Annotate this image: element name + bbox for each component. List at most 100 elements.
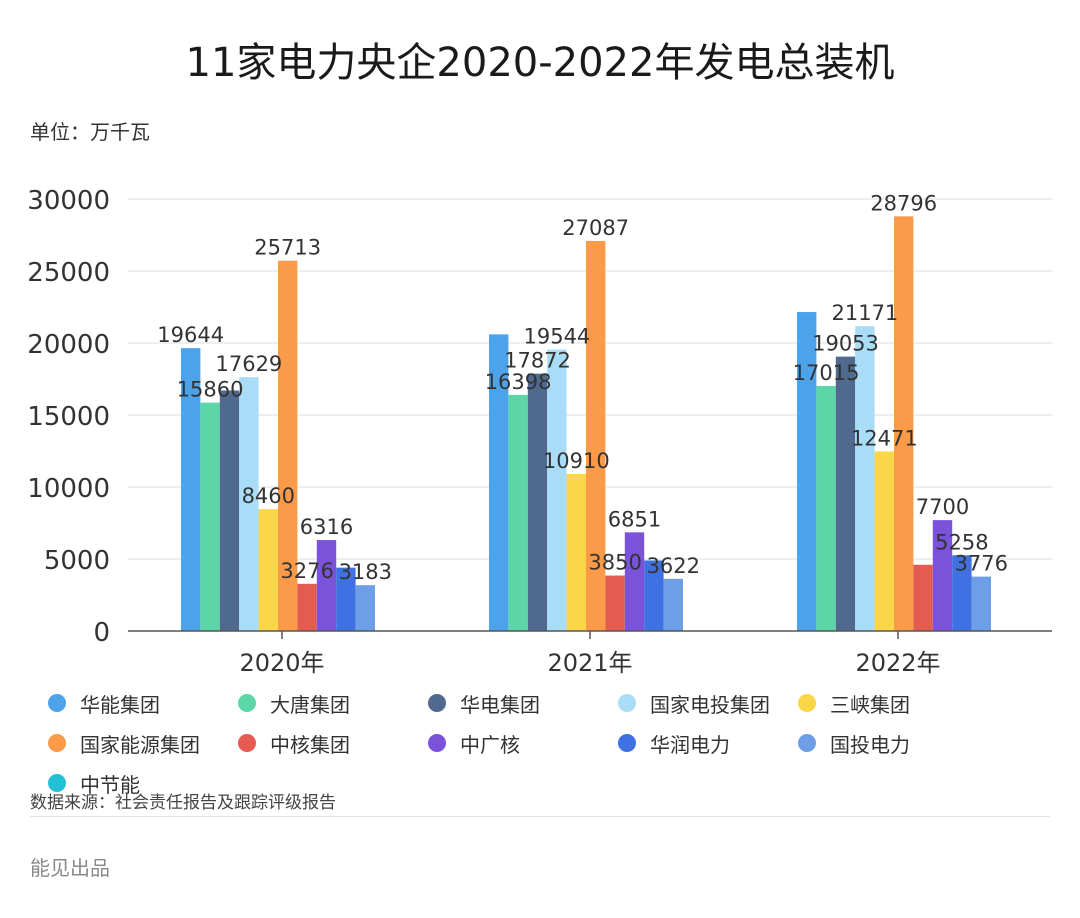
legend-label: 中核集团 xyxy=(270,732,350,757)
bar xyxy=(316,540,337,631)
bar xyxy=(835,356,856,631)
data-label: 15860 xyxy=(177,378,244,402)
y-tick-label: 15000 xyxy=(27,402,110,432)
bar xyxy=(239,377,259,631)
bar xyxy=(624,532,645,631)
bar xyxy=(258,509,278,631)
brand-credit: 能见出品 xyxy=(30,856,110,880)
data-label: 17872 xyxy=(504,349,571,373)
bar xyxy=(855,326,875,631)
bar xyxy=(586,240,606,631)
legend-label: 国投电力 xyxy=(830,732,910,757)
data-label: 3776 xyxy=(955,552,1008,576)
legend-item-chn-energy[interactable]: 国家能源集团 xyxy=(48,730,238,757)
unit-label: 单位：万千瓦 xyxy=(30,120,150,144)
legend-swatch xyxy=(428,734,446,752)
legend-label: 三峡集团 xyxy=(830,692,910,717)
bar xyxy=(181,348,201,631)
bar xyxy=(336,567,356,631)
data-label: 19644 xyxy=(157,323,224,347)
data-label: 6316 xyxy=(300,515,353,539)
bar xyxy=(278,260,298,631)
bar xyxy=(508,394,528,631)
bar xyxy=(605,575,625,631)
data-label: 3276 xyxy=(280,559,333,583)
bar xyxy=(894,216,914,632)
legend-swatch xyxy=(238,734,256,752)
bar xyxy=(663,578,683,631)
legend-swatch xyxy=(48,734,66,752)
legend-swatch xyxy=(798,694,816,712)
bar xyxy=(355,585,375,631)
data-label: 25713 xyxy=(254,236,321,260)
data-label: 28796 xyxy=(870,191,937,215)
bar xyxy=(952,555,972,631)
legend-swatch xyxy=(48,774,66,792)
bar xyxy=(797,312,817,631)
bar xyxy=(489,334,509,631)
legend-item-cecep[interactable]: 中节能 xyxy=(48,770,238,797)
data-label: 12471 xyxy=(851,426,918,450)
legend-item-huadian[interactable]: 华电集团 xyxy=(428,690,618,717)
data-label: 19053 xyxy=(812,332,879,356)
legend-label: 华电集团 xyxy=(460,692,540,717)
chart-title: 11家电力央企2020-2022年发电总装机 xyxy=(185,40,895,86)
y-tick-label: 5000 xyxy=(44,546,110,576)
legend-item-huaneng[interactable]: 华能集团 xyxy=(48,690,238,717)
x-tick-label: 2022年 xyxy=(855,649,940,677)
data-label: 8460 xyxy=(242,484,295,508)
legend-swatch xyxy=(798,734,816,752)
data-label: 17015 xyxy=(793,361,860,385)
legend-swatch xyxy=(238,694,256,712)
legend-swatch xyxy=(428,694,446,712)
y-tick-label: 30000 xyxy=(27,186,110,216)
bar xyxy=(874,451,894,631)
data-source: 数据来源：社会责任报告及跟踪评级报告 xyxy=(30,793,336,813)
bar xyxy=(527,373,548,631)
data-label: 3622 xyxy=(647,554,700,578)
legend-item-datang[interactable]: 大唐集团 xyxy=(238,690,428,717)
legend-item-three-gorges[interactable]: 三峡集团 xyxy=(798,690,988,717)
bar-chart: 0 5000 10000 15000 20000 25000 30000 2020年 2021年… xyxy=(27,186,1052,677)
data-label: 7700 xyxy=(916,495,969,519)
legend-label: 华润电力 xyxy=(650,732,730,757)
bar xyxy=(566,473,586,631)
x-tick-label: 2020年 xyxy=(239,649,324,677)
bar xyxy=(547,349,567,631)
data-label: 6851 xyxy=(608,507,661,531)
data-label: 17629 xyxy=(215,352,282,376)
legend-label: 华能集团 xyxy=(80,692,160,717)
legend-swatch xyxy=(618,694,636,712)
bar xyxy=(816,385,836,631)
y-tick-label: 20000 xyxy=(27,330,110,360)
legend-item-cnnc[interactable]: 中核集团 xyxy=(238,730,428,757)
data-label: 3850 xyxy=(588,551,641,575)
bar xyxy=(200,402,220,631)
bar xyxy=(913,564,933,631)
legend-item-spic[interactable]: 国家电投集团 xyxy=(618,690,798,717)
data-label: 16398 xyxy=(485,370,552,394)
legend: 华能集团 大唐集团 华电集团 国家电投集团 三峡集团 国家能源集团 中核集团 中… xyxy=(48,690,1058,797)
data-label: 21171 xyxy=(831,301,898,325)
y-tick-label: 25000 xyxy=(27,258,110,288)
data-label: 5258 xyxy=(935,530,988,554)
divider xyxy=(30,816,1050,817)
bar xyxy=(971,576,991,631)
bar xyxy=(297,583,317,631)
legend-swatch xyxy=(618,734,636,752)
x-tick-label: 2021年 xyxy=(547,649,632,677)
data-label: 3183 xyxy=(339,560,392,584)
data-label: 19544 xyxy=(523,325,590,349)
legend-item-cgn[interactable]: 中广核 xyxy=(428,730,618,757)
legend-item-sdic-power[interactable]: 国投电力 xyxy=(798,730,988,757)
legend-swatch xyxy=(48,694,66,712)
y-tick-label: 0 xyxy=(93,618,110,648)
data-label: 27087 xyxy=(562,216,629,240)
data-label: 10910 xyxy=(543,449,610,473)
legend-item-cr-power[interactable]: 华润电力 xyxy=(618,730,798,757)
legend-label: 大唐集团 xyxy=(270,692,350,717)
legend-label: 中节能 xyxy=(80,772,140,797)
legend-label: 中广核 xyxy=(460,732,520,757)
y-tick-label: 10000 xyxy=(27,474,110,504)
bar xyxy=(219,390,240,631)
